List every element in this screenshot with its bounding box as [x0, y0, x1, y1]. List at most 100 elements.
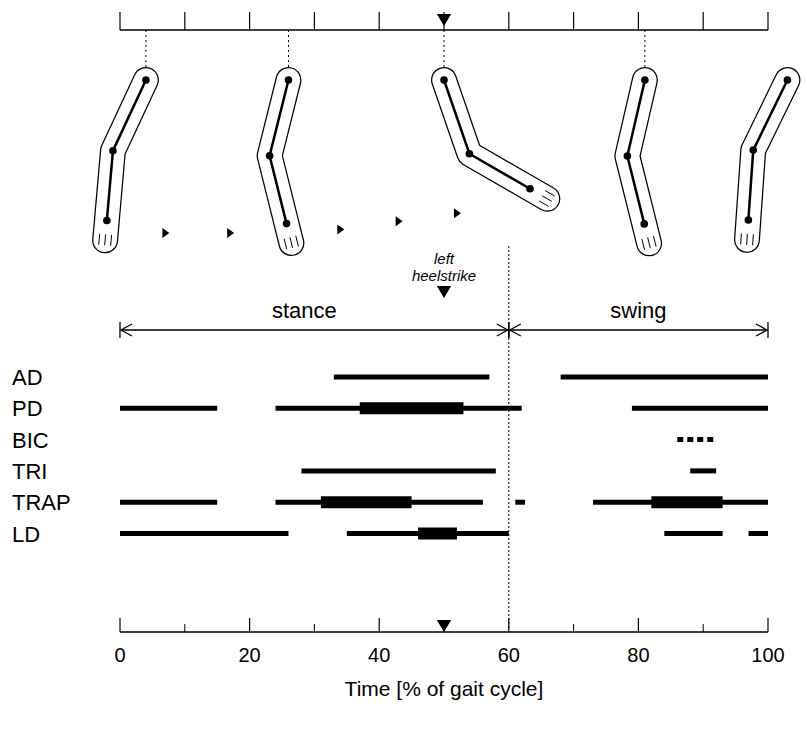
- arm-pose: [624, 30, 657, 250]
- arm-pose: [99, 30, 150, 246]
- x-minor-tick: [184, 624, 185, 632]
- arrowhead: [497, 324, 508, 336]
- finger: [648, 238, 651, 249]
- emg-segment: [120, 500, 217, 505]
- event-label-line: left: [434, 250, 455, 267]
- joint: [266, 152, 274, 160]
- x-tick: [638, 618, 639, 632]
- arm-bone: [444, 80, 530, 189]
- pose-guide: [444, 30, 445, 72]
- emg-segment: [120, 406, 217, 411]
- finger: [740, 233, 742, 244]
- motion-arrow: [454, 208, 461, 218]
- joint: [526, 185, 534, 193]
- finger: [104, 234, 106, 245]
- phase-label: stance: [272, 298, 337, 323]
- plot-area: [120, 377, 768, 534]
- joint: [142, 76, 150, 84]
- x-tick: [119, 618, 120, 632]
- arm-pose: [741, 76, 792, 245]
- emg-segment: [677, 437, 716, 442]
- x-tick-label: 0: [114, 644, 125, 666]
- emg-segment: [347, 531, 509, 536]
- top-tick: [767, 12, 768, 30]
- emg-segment: [301, 468, 495, 473]
- top-tick: [638, 12, 639, 30]
- x-axis-title: Time [% of gait cycle]: [345, 677, 544, 700]
- joint: [784, 76, 792, 84]
- x-tick-label: 40: [368, 644, 390, 666]
- row-label: AD: [12, 365, 43, 390]
- joint: [109, 147, 117, 155]
- emg-segment: [632, 406, 768, 411]
- pose-guide: [644, 30, 645, 72]
- phase-end: [767, 322, 768, 338]
- joint: [466, 150, 474, 158]
- arm-outline: [747, 80, 787, 240]
- event-label-line: heelstrike: [412, 267, 476, 284]
- row-label: TRAP: [12, 490, 71, 515]
- motion-arrow: [396, 216, 403, 226]
- emg-segment: [321, 496, 412, 508]
- emg-segment: [334, 375, 490, 380]
- phase-arrow: [121, 329, 508, 330]
- arrowhead: [510, 324, 521, 336]
- x-tick: [767, 618, 768, 632]
- finger: [542, 196, 552, 202]
- pose-guide: [288, 30, 289, 72]
- phase-label: swing: [610, 298, 666, 323]
- top-tick: [119, 12, 120, 30]
- finger: [290, 237, 293, 248]
- emg-segment: [418, 528, 457, 540]
- emg-segment: [360, 402, 464, 414]
- row-label: TRI: [12, 459, 47, 484]
- top-tick: [703, 12, 704, 30]
- emg-segment: [515, 500, 525, 505]
- x-minor-tick: [573, 624, 574, 632]
- arm-bone: [270, 80, 289, 224]
- arm-bone: [627, 80, 645, 224]
- event-marker: [437, 286, 451, 298]
- finger: [98, 234, 100, 245]
- arm-outline: [444, 80, 547, 199]
- joint: [640, 220, 648, 228]
- x-minor-tick: [314, 624, 315, 632]
- x-tick-label: 20: [238, 644, 260, 666]
- arm-bone: [748, 80, 787, 220]
- x-minor-tick: [703, 624, 704, 632]
- arm-fill: [444, 80, 547, 199]
- arm-outline: [627, 80, 649, 243]
- arm-bone: [107, 80, 146, 220]
- event-marker-bottom: [437, 620, 451, 632]
- joint: [283, 220, 291, 228]
- arm-fill: [270, 80, 292, 243]
- emg-segment: [593, 500, 768, 505]
- arm-outline: [270, 80, 292, 243]
- finger: [746, 234, 748, 245]
- event-marker-top: [437, 14, 451, 26]
- pose-guide: [145, 30, 146, 72]
- figure: leftheelstrikestanceswingADPDBICTRITRAPL…: [0, 0, 807, 730]
- top-tick: [508, 12, 509, 30]
- finger: [110, 235, 112, 246]
- phase: [120, 322, 509, 338]
- emg-segment: [664, 531, 722, 536]
- joint: [749, 146, 757, 154]
- row-label: LD: [12, 522, 40, 547]
- top-tick: [573, 12, 574, 30]
- x-tick-label: 100: [751, 644, 784, 666]
- arm-fill: [105, 80, 146, 240]
- emg-segment: [749, 531, 768, 536]
- event-label: leftheelstrike: [412, 250, 476, 284]
- finger: [545, 191, 555, 197]
- arm-pose: [440, 30, 554, 206]
- top-tick: [184, 12, 185, 30]
- motion-arrow: [227, 228, 234, 238]
- x-tick-label: 80: [627, 644, 649, 666]
- top-tick: [314, 12, 315, 30]
- top-tick: [249, 12, 250, 30]
- emg-segment: [276, 406, 522, 411]
- phase-arrow: [510, 329, 767, 330]
- finger: [642, 239, 645, 250]
- arm-fill: [627, 80, 649, 243]
